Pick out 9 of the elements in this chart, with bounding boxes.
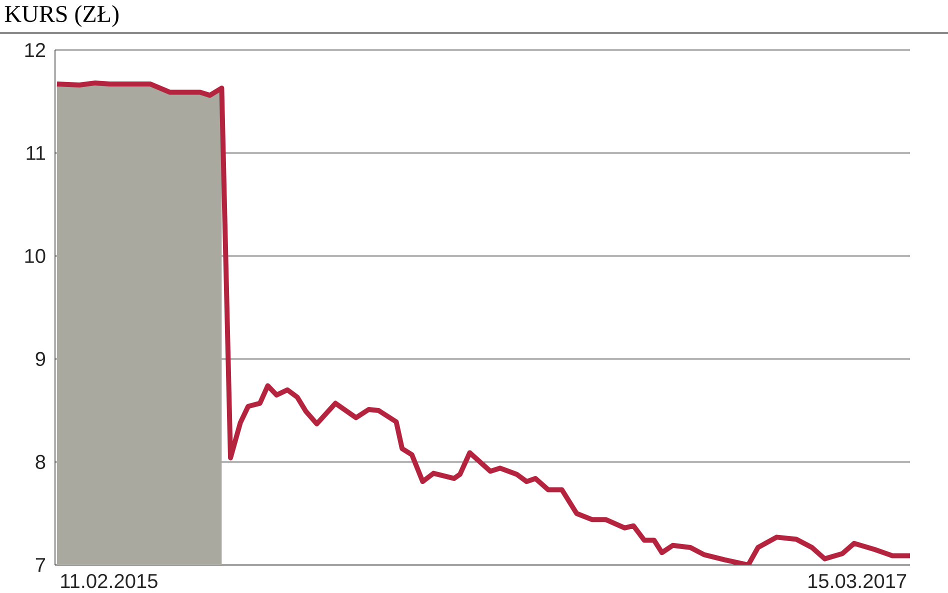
y-tick-label: 10 [25, 248, 46, 264]
y-tick-label: 7 [36, 558, 46, 572]
x-tick-label: 15.03.2017 [808, 574, 906, 588]
y-tick-label: 11 [26, 146, 46, 160]
y-tick-label: 12 [25, 43, 46, 57]
y-tick-label: 9 [36, 352, 46, 366]
y-tick-label: 8 [36, 454, 46, 470]
chart-title: KURS (ZŁ) [4, 5, 118, 27]
x-tick-label: 11.02.2015 [61, 574, 158, 588]
